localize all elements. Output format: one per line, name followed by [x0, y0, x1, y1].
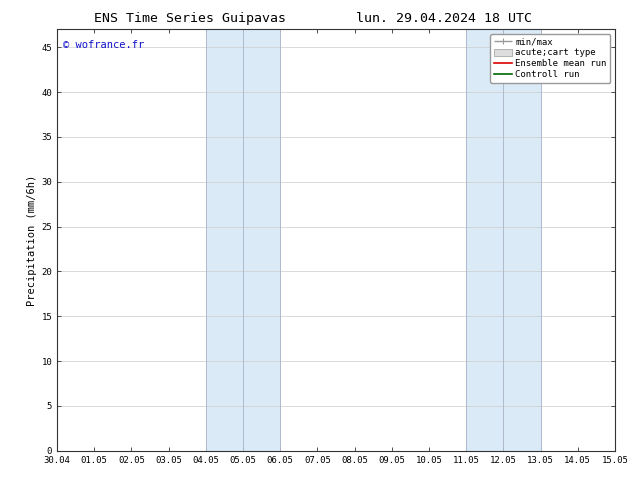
Text: lun. 29.04.2024 18 UTC: lun. 29.04.2024 18 UTC	[356, 12, 532, 25]
Bar	[206, 29, 280, 451]
Legend: min/max, acute;cart type, Ensemble mean run, Controll run: min/max, acute;cart type, Ensemble mean …	[490, 34, 611, 82]
Bar	[466, 29, 541, 451]
Text: ENS Time Series Guipavas: ENS Time Series Guipavas	[94, 12, 286, 25]
Y-axis label: Precipitation (mm/6h): Precipitation (mm/6h)	[27, 174, 37, 306]
Text: © wofrance.fr: © wofrance.fr	[63, 40, 144, 50]
